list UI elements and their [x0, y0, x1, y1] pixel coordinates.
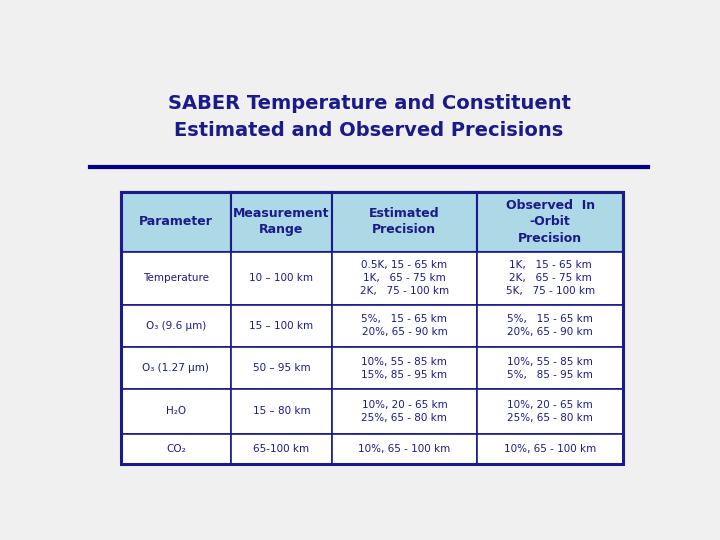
Text: 15 – 80 km: 15 – 80 km	[253, 407, 310, 416]
Bar	[332, 389, 477, 434]
Bar	[121, 305, 231, 347]
Text: Temperature: Temperature	[143, 273, 209, 283]
Text: 10%, 55 - 85 km
15%, 85 - 95 km: 10%, 55 - 85 km 15%, 85 - 95 km	[361, 357, 447, 380]
Text: 65-100 km: 65-100 km	[253, 444, 310, 454]
Text: SABER Temperature and Constituent
Estimated and Observed Precisions: SABER Temperature and Constituent Estima…	[168, 94, 570, 139]
Bar	[332, 347, 477, 389]
Text: 15 – 100 km: 15 – 100 km	[249, 321, 313, 331]
Bar	[121, 192, 231, 252]
Text: 10%, 55 - 85 km
5%,   85 - 95 km: 10%, 55 - 85 km 5%, 85 - 95 km	[507, 357, 593, 380]
Bar	[332, 192, 477, 252]
Text: 1K,   15 - 65 km
2K,   65 - 75 km
5K,   75 - 100 km: 1K, 15 - 65 km 2K, 65 - 75 km 5K, 75 - 1…	[505, 260, 595, 296]
Text: O₃ (1.27 μm): O₃ (1.27 μm)	[143, 363, 210, 373]
Bar	[477, 305, 623, 347]
Text: Observed  In
-Orbit
Precision: Observed In -Orbit Precision	[505, 199, 595, 245]
Text: 10 – 100 km: 10 – 100 km	[249, 273, 313, 283]
Bar	[231, 305, 332, 347]
Text: Parameter: Parameter	[139, 215, 213, 228]
Bar	[477, 347, 623, 389]
Text: 10%, 20 - 65 km
25%, 65 - 80 km: 10%, 20 - 65 km 25%, 65 - 80 km	[507, 400, 593, 423]
Text: O₃ (9.6 μm): O₃ (9.6 μm)	[146, 321, 206, 331]
Bar	[231, 347, 332, 389]
Text: 50 – 95 km: 50 – 95 km	[253, 363, 310, 373]
Text: 10%, 65 - 100 km: 10%, 65 - 100 km	[359, 444, 451, 454]
Bar	[231, 192, 332, 252]
Bar	[477, 252, 623, 305]
Bar	[477, 434, 623, 464]
Text: 5%,   15 - 65 km
20%, 65 - 90 km: 5%, 15 - 65 km 20%, 65 - 90 km	[361, 314, 447, 337]
Bar	[121, 192, 623, 464]
Bar	[121, 434, 231, 464]
Bar	[332, 434, 477, 464]
Bar	[477, 192, 623, 252]
Bar	[231, 434, 332, 464]
Text: CO₂: CO₂	[166, 444, 186, 454]
Text: 0.5K, 15 - 65 km
1K,   65 - 75 km
2K,   75 - 100 km: 0.5K, 15 - 65 km 1K, 65 - 75 km 2K, 75 -…	[360, 260, 449, 296]
Text: Measurement
Range: Measurement Range	[233, 207, 330, 237]
Text: H₂O: H₂O	[166, 407, 186, 416]
Bar	[121, 252, 231, 305]
Text: 5%,   15 - 65 km
20%, 65 - 90 km: 5%, 15 - 65 km 20%, 65 - 90 km	[507, 314, 593, 337]
Text: Estimated
Precision: Estimated Precision	[369, 207, 440, 237]
Bar	[231, 389, 332, 434]
Bar	[332, 252, 477, 305]
Text: 10%, 20 - 65 km
25%, 65 - 80 km: 10%, 20 - 65 km 25%, 65 - 80 km	[361, 400, 447, 423]
Bar	[121, 389, 231, 434]
Bar	[121, 347, 231, 389]
Bar	[477, 389, 623, 434]
Bar	[332, 305, 477, 347]
Text: 10%, 65 - 100 km: 10%, 65 - 100 km	[504, 444, 596, 454]
Bar	[231, 252, 332, 305]
